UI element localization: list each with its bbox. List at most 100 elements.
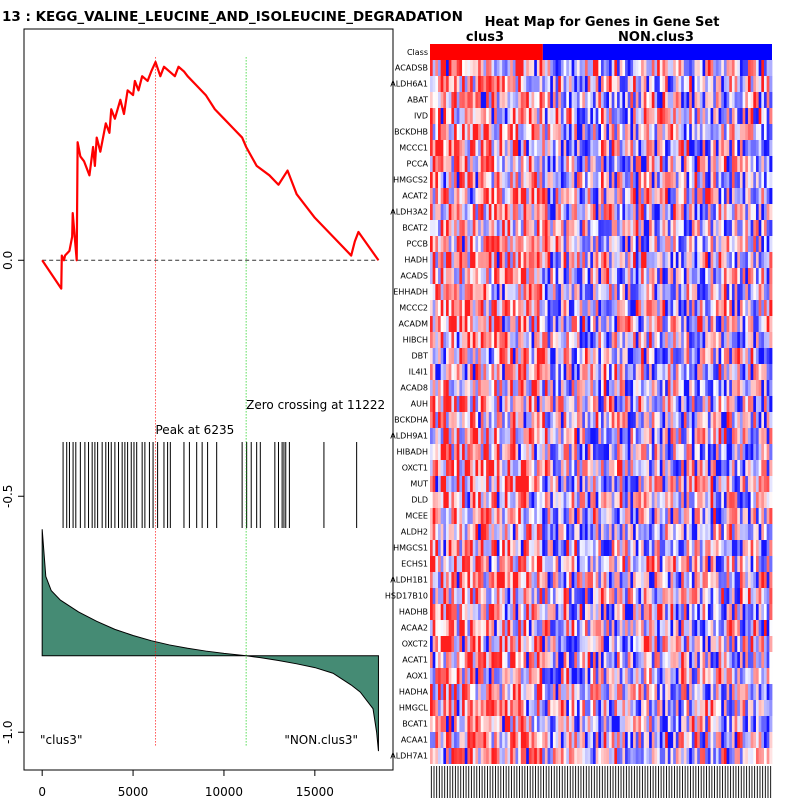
heatmap-cell — [470, 508, 474, 524]
heatmap-cell — [440, 156, 444, 172]
heatmap-cell — [734, 284, 738, 300]
heatmap-cell — [504, 188, 508, 204]
heatmap-cell — [467, 524, 471, 540]
heatmap-cell — [633, 156, 637, 172]
heatmap-cell — [595, 108, 599, 124]
heatmap-cell — [560, 348, 564, 364]
heatmap-cell — [454, 508, 458, 524]
heatmap-cell — [550, 316, 554, 332]
heatmap-cell — [595, 348, 599, 364]
heatmap-cell — [582, 92, 586, 108]
heatmap-cell — [523, 604, 527, 620]
heatmap-cell — [694, 428, 698, 444]
heatmap-cell — [486, 284, 490, 300]
heatmap-cell — [699, 604, 703, 620]
heatmap-cell — [440, 220, 444, 236]
heatmap-cell — [715, 396, 719, 412]
heatmap-cell — [699, 332, 703, 348]
heatmap-cell — [755, 540, 760, 556]
heatmap-cell — [555, 460, 559, 476]
heatmap-cell — [440, 524, 444, 540]
heatmap-cell — [641, 588, 645, 604]
heatmap-cell — [435, 300, 439, 316]
heatmap-cell — [739, 140, 744, 156]
heatmap-cell — [462, 412, 466, 428]
heatmap-cell — [710, 204, 714, 220]
heatmap-cell — [646, 444, 650, 460]
heatmap-cell — [713, 652, 717, 668]
heatmap-cell — [558, 604, 562, 620]
heatmap-cell — [542, 76, 546, 92]
heatmap-cell — [649, 428, 653, 444]
heatmap-cell — [590, 348, 594, 364]
heatmap-cell — [555, 188, 559, 204]
heatmap-cell — [592, 460, 597, 476]
heatmap-cell — [598, 572, 602, 588]
heatmap-cell — [649, 604, 653, 620]
heatmap-cell — [547, 364, 551, 380]
heatmap-cell — [451, 492, 455, 508]
heatmap-cell — [582, 636, 586, 652]
heatmap-cell — [747, 252, 752, 268]
heatmap-cell — [595, 300, 599, 316]
heatmap-cell — [705, 476, 709, 492]
heatmap-cell — [707, 364, 711, 380]
heatmap-cell — [649, 316, 653, 332]
heatmap-cell — [606, 428, 610, 444]
heatmap-cell — [769, 572, 773, 588]
heatmap-cell — [715, 508, 719, 524]
heatmap-cell — [496, 60, 500, 76]
heatmap-cell — [627, 140, 631, 156]
heatmap-cell — [769, 396, 773, 412]
heatmap-cell — [665, 140, 669, 156]
heatmap-cell — [691, 636, 695, 652]
heatmap-cell — [518, 76, 522, 92]
heatmap-cell — [454, 172, 458, 188]
heatmap-cell — [584, 268, 589, 284]
heatmap-cell — [761, 140, 765, 156]
heatmap-cell — [456, 444, 460, 460]
heatmap-row — [430, 124, 773, 140]
heatmap-cell — [611, 284, 615, 300]
heatmap-cell — [689, 460, 693, 476]
heatmap-cell — [574, 108, 578, 124]
heatmap-cell — [502, 220, 506, 236]
heatmap-cell — [502, 108, 506, 124]
heatmap-cell — [769, 636, 773, 652]
heatmap-cell — [454, 268, 458, 284]
heatmap-cell — [582, 604, 586, 620]
heatmap-cell — [598, 556, 602, 572]
heatmap-cell — [486, 204, 490, 220]
heatmap-cell — [587, 348, 591, 364]
heatmap-cell — [550, 236, 554, 252]
heatmap-cell — [462, 220, 466, 236]
heatmap-cell — [755, 76, 760, 92]
heatmap-cell — [520, 348, 524, 364]
heatmap-cell — [480, 316, 484, 332]
heatmap-cell — [737, 348, 741, 364]
heatmap-cell — [446, 332, 450, 348]
heatmap-cell — [710, 444, 714, 460]
heatmap-cell — [584, 236, 589, 252]
heatmap-cell — [435, 76, 439, 92]
heatmap-cell — [595, 524, 599, 540]
heatmap-cell — [611, 300, 615, 316]
heatmap-cell — [601, 252, 605, 268]
heatmap-cell — [614, 460, 618, 476]
heatmap-cell — [478, 620, 482, 636]
heatmap-cell — [633, 380, 637, 396]
heatmap-cell — [766, 460, 770, 476]
heatmap-cell — [651, 620, 655, 636]
heatmap-cell — [518, 444, 522, 460]
heatmap-cell — [651, 284, 655, 300]
heatmap-cell — [638, 396, 642, 412]
heatmap-cell — [683, 396, 687, 412]
heatmap-cell — [627, 412, 631, 428]
heatmap-cell — [614, 76, 618, 92]
heatmap-cell — [510, 140, 514, 156]
heatmap-cell — [499, 588, 503, 604]
heatmap-cell — [486, 316, 490, 332]
heatmap-cell — [633, 508, 637, 524]
heatmap-cell — [475, 652, 479, 668]
heatmap-cell — [496, 140, 500, 156]
